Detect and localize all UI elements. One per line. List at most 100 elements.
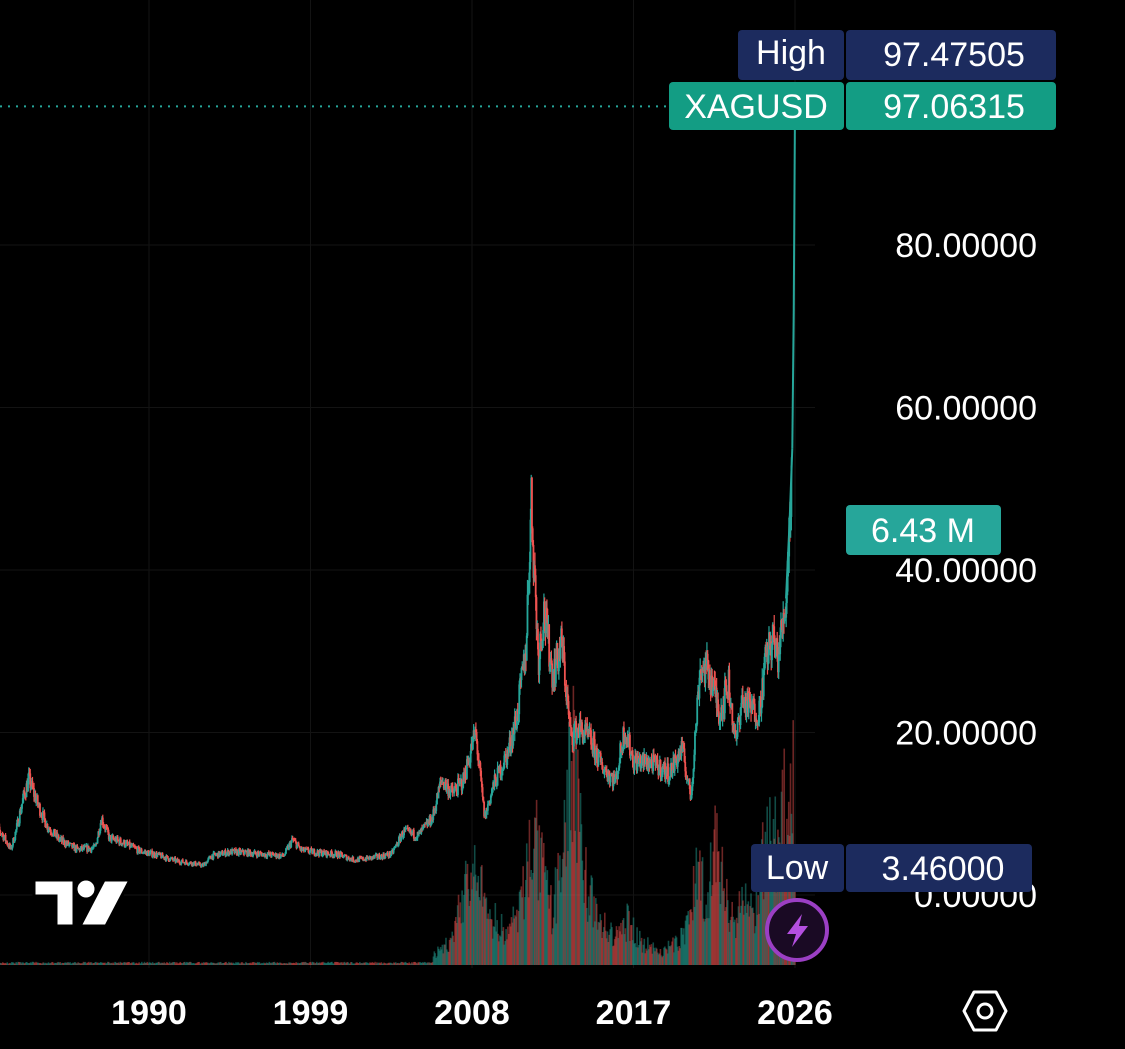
volume-bar — [20, 963, 23, 965]
volume-bar — [340, 962, 342, 965]
candle-body — [180, 861, 183, 865]
volume-bar — [333, 961, 336, 965]
volume-bar — [457, 894, 460, 965]
volume-bar — [741, 886, 743, 965]
volume-bar — [773, 838, 776, 965]
candle-body — [249, 852, 252, 856]
volume-bar — [742, 900, 744, 965]
volume-bar — [388, 962, 391, 965]
volume-bar — [215, 963, 218, 965]
candle-body — [20, 808, 23, 814]
candle-body — [401, 832, 404, 838]
candle-body — [323, 850, 326, 853]
volume-bar — [66, 962, 69, 965]
candle-body — [202, 863, 205, 867]
volume-bar — [136, 963, 139, 965]
candle-body — [640, 756, 643, 764]
candle-body — [683, 748, 686, 762]
lightning-bolt-icon[interactable] — [765, 898, 829, 962]
candle-body — [468, 760, 471, 765]
candle-body — [133, 846, 136, 848]
volume-bar — [694, 883, 697, 965]
candle-body — [457, 778, 459, 795]
candle-body — [178, 860, 180, 863]
candle-body — [63, 840, 66, 846]
volume-bar — [721, 846, 724, 965]
candle-body — [314, 855, 317, 857]
volume-bar — [358, 963, 360, 965]
candle-body — [39, 803, 41, 816]
volume-bar — [219, 962, 221, 965]
candle-body — [390, 850, 393, 856]
volume-bar — [425, 963, 428, 965]
candle-body — [695, 724, 698, 731]
volume-bar — [394, 962, 397, 965]
volume-bar — [62, 963, 65, 965]
volume-bar — [83, 962, 86, 965]
candle-body — [297, 843, 300, 847]
volume-bar — [690, 909, 692, 965]
volume-bar — [537, 900, 540, 965]
volume-bar — [138, 962, 140, 965]
candle-body — [300, 847, 303, 851]
volume-bar — [342, 963, 344, 965]
volume-bar — [233, 963, 236, 965]
candle-body — [51, 835, 54, 837]
hexagon-settings-icon[interactable] — [962, 988, 1008, 1034]
volume-bar — [442, 953, 445, 965]
volume-bar — [175, 963, 177, 965]
candle-body — [99, 823, 102, 831]
volume-bar — [385, 963, 387, 965]
volume-bar — [178, 962, 181, 965]
candle-body — [151, 855, 154, 857]
volume-bar — [240, 962, 243, 965]
volume-bar — [617, 937, 620, 965]
volume-bar — [81, 963, 84, 965]
volume-bar — [241, 962, 244, 965]
candle-body — [415, 838, 418, 840]
x-axis[interactable]: 1990 1999 2008 2017 2026 — [111, 994, 833, 1032]
volume-bar — [758, 913, 760, 965]
volume-bar — [106, 961, 109, 965]
candle-body — [89, 847, 91, 849]
symbol-price-label[interactable]: XAGUSD 97.06315 — [669, 82, 1056, 130]
candle-body — [632, 754, 634, 768]
candle-body — [356, 861, 358, 863]
candle-body — [0, 830, 2, 834]
volume-bar — [436, 956, 438, 965]
volume-bar — [507, 926, 509, 965]
volume-bar — [162, 963, 165, 965]
volume-bar — [491, 938, 494, 965]
candle-body — [689, 789, 692, 800]
volume-bar — [704, 919, 707, 965]
volume-bar — [157, 962, 159, 965]
volume-bar — [607, 942, 610, 965]
candle-body — [407, 828, 410, 830]
volume-bar — [300, 962, 303, 965]
volume-bar — [610, 922, 612, 965]
volume-bar — [624, 928, 627, 965]
volume-bar — [730, 916, 733, 965]
volume-bar — [577, 778, 580, 965]
candle-body — [380, 854, 383, 856]
volume-bar — [421, 962, 424, 965]
volume-bar — [769, 840, 772, 965]
candle-body — [378, 854, 381, 859]
volume-bar — [372, 962, 375, 965]
volume-bar — [666, 953, 669, 965]
candle-body — [102, 825, 105, 827]
volume-bar — [420, 962, 423, 965]
volume-bar — [296, 963, 298, 965]
volume-bar — [380, 962, 383, 965]
volume-bar — [362, 962, 365, 965]
volume-bar — [516, 932, 519, 965]
volume-bar — [109, 963, 112, 965]
candle-body — [531, 477, 533, 529]
candle-body — [27, 778, 29, 792]
volume-bar — [115, 962, 117, 965]
candle-body — [393, 847, 396, 850]
candle-body — [692, 769, 695, 779]
volume-bar — [347, 962, 349, 965]
